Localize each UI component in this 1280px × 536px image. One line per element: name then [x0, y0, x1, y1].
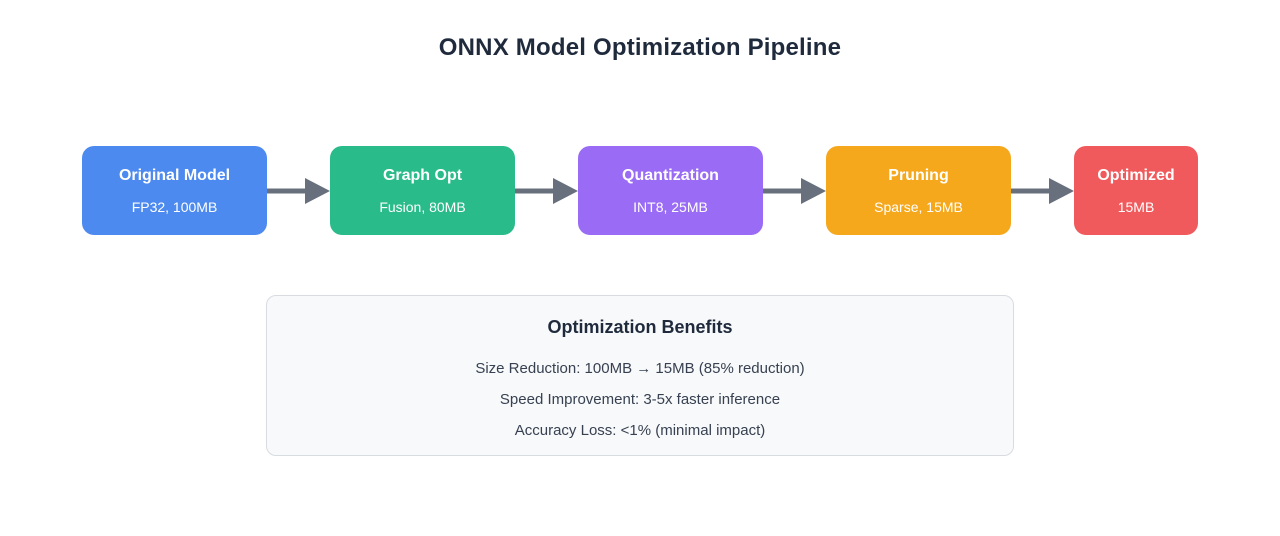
stage-label: Pruning [888, 166, 949, 184]
stage-label: Optimized [1097, 166, 1175, 184]
benefits-panel: Optimization Benefits Size Reduction: 10… [266, 295, 1014, 456]
benefits-list: Size Reduction: 100MB → 15MB (85% reduct… [267, 353, 1013, 446]
flow-arrow-icon [1011, 177, 1074, 204]
stage-detail: 15MB [1117, 198, 1155, 215]
benefits-title: Optimization Benefits [547, 317, 733, 337]
stage-label: Quantization [622, 166, 719, 184]
stage-detail: Fusion, 80MB [379, 198, 466, 215]
benefit-item: Size Reduction: 100MB → 15MB (85% reduct… [475, 360, 805, 377]
stage-box: Graph Opt Fusion, 80MB [330, 146, 515, 235]
benefit-item: Speed Improvement: 3-5x faster inference [499, 391, 781, 408]
flow-arrow-icon [515, 177, 578, 204]
stage-box: Original Model FP32, 100MB [82, 146, 267, 235]
stage-label: Graph Opt [382, 166, 463, 184]
stage-detail: FP32, 100MB [131, 198, 218, 215]
pipeline-row: Original Model FP32, 100MB Graph Opt Fus… [0, 146, 1280, 235]
stage-box: Pruning Sparse, 15MB [826, 146, 1011, 235]
stage-detail: INT8, 25MB [633, 198, 708, 215]
benefit-item: Accuracy Loss: <1% (minimal impact) [514, 422, 766, 439]
flow-arrow-icon [763, 177, 826, 204]
stage-label: Original Model [118, 166, 231, 184]
stage-box: Optimized 15MB [1074, 146, 1198, 235]
flow-arrow-icon [267, 177, 330, 204]
page-title: ONNX Model Optimization Pipeline [438, 34, 842, 61]
stage-box: Quantization INT8, 25MB [578, 146, 763, 235]
stage-detail: Sparse, 15MB [874, 198, 963, 215]
